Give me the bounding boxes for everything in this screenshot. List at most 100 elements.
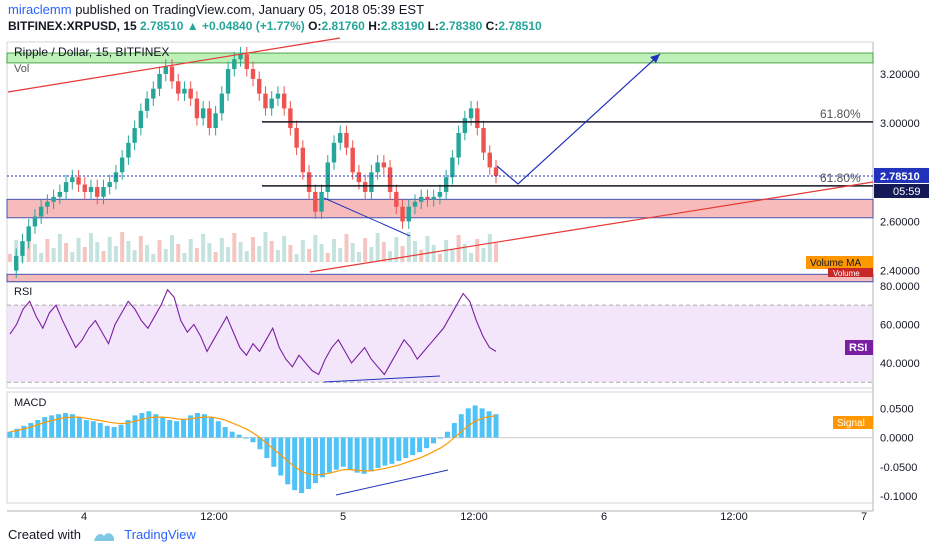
macd-histogram-bar bbox=[403, 437, 409, 459]
macd-histogram-bar bbox=[431, 437, 437, 444]
volume-bar bbox=[275, 250, 280, 262]
macd-histogram-bar bbox=[104, 425, 110, 438]
macd-histogram-bar bbox=[319, 437, 325, 478]
macd-histogram-bar bbox=[49, 415, 55, 438]
macd-histogram-bar bbox=[347, 437, 353, 470]
macd-histogram-bar bbox=[132, 415, 138, 438]
open-label: O: bbox=[308, 19, 322, 33]
candle-body bbox=[450, 157, 455, 178]
fib-label: 61.80% bbox=[820, 171, 861, 185]
macd-histogram-bar bbox=[222, 427, 228, 438]
volume-bar bbox=[394, 237, 399, 262]
volume-bar bbox=[319, 244, 324, 262]
high-value: 2.83190 bbox=[380, 19, 425, 33]
macd-histogram-bar bbox=[368, 437, 374, 472]
macd-histogram-bar bbox=[125, 420, 131, 438]
macd-histogram-bar bbox=[97, 422, 103, 438]
volume-bar bbox=[120, 232, 125, 262]
volume-bar bbox=[363, 238, 368, 262]
volume-bar bbox=[32, 244, 37, 262]
candle-body bbox=[356, 172, 362, 183]
volume-bar bbox=[419, 250, 424, 262]
candle-body bbox=[20, 241, 25, 256]
candle-body bbox=[394, 191, 399, 207]
candle-body bbox=[132, 128, 137, 143]
candle-body bbox=[126, 142, 131, 158]
countdown-badge-text: 05:59 bbox=[893, 186, 921, 198]
time-tick-label: 12:00 bbox=[720, 511, 748, 523]
macd-histogram-bar bbox=[215, 421, 221, 438]
volume-bar bbox=[95, 242, 100, 262]
macd-histogram-bar bbox=[236, 434, 242, 438]
volume-bar bbox=[89, 233, 93, 262]
candle-body bbox=[257, 78, 262, 94]
candle-body bbox=[188, 88, 193, 99]
candle-body bbox=[244, 54, 249, 70]
volume-bar bbox=[282, 236, 287, 262]
volume-bar bbox=[469, 253, 474, 262]
macd-histogram-bar bbox=[278, 437, 284, 476]
volume-bar bbox=[313, 235, 318, 262]
macd-histogram-bar bbox=[264, 437, 270, 459]
published-text: published on TradingView.com, January 05… bbox=[75, 2, 425, 17]
macd-tick-label: 0.0000 bbox=[880, 433, 914, 445]
zone-red-lower bbox=[6, 273, 874, 283]
volume-bar bbox=[350, 243, 355, 262]
volume-bar bbox=[226, 247, 231, 262]
rsi-badge-label: RSI bbox=[849, 342, 867, 354]
rsi-divergence-line bbox=[323, 375, 441, 383]
candle-body bbox=[213, 113, 218, 129]
tradingview-brand[interactable]: TradingView bbox=[124, 527, 196, 542]
volume-bar bbox=[138, 236, 143, 262]
rsi-tick-label: 80.0000 bbox=[880, 281, 920, 293]
volume-bar bbox=[51, 248, 56, 262]
macd-histogram-bar bbox=[229, 431, 235, 438]
tradingview-logo-icon bbox=[93, 532, 114, 541]
macd-histogram-bar bbox=[458, 414, 464, 438]
candle-body bbox=[45, 201, 50, 207]
macd-histogram-bar bbox=[42, 417, 48, 438]
candle-body bbox=[225, 69, 231, 94]
macd-tick-label: 0.0500 bbox=[880, 403, 914, 415]
candle-body bbox=[387, 167, 393, 192]
candle-body bbox=[281, 93, 287, 109]
macd-histogram-bar bbox=[111, 427, 117, 438]
candle-body bbox=[319, 191, 324, 212]
candle-body bbox=[57, 191, 63, 197]
macd-histogram-bar bbox=[208, 417, 214, 438]
candle-body bbox=[294, 128, 299, 148]
candle-body bbox=[475, 108, 480, 129]
author-link[interactable]: miraclemm bbox=[8, 2, 72, 17]
time-tick-label: 7 bbox=[861, 511, 867, 523]
candle-body bbox=[493, 167, 499, 176]
macd-histogram-bar bbox=[76, 417, 82, 438]
volume-bar bbox=[300, 240, 305, 262]
fib-label: 61.80% bbox=[820, 107, 861, 121]
volume-bar bbox=[188, 239, 193, 262]
candle-body bbox=[369, 172, 374, 192]
volume-bar bbox=[294, 254, 299, 262]
publish-header: miraclemm published on TradingView.com, … bbox=[8, 2, 424, 17]
macd-tick-label: -0.0500 bbox=[880, 462, 917, 474]
volume-bar bbox=[307, 249, 312, 262]
macd-histogram-bar bbox=[153, 414, 159, 438]
candle-body bbox=[468, 108, 474, 119]
candle-body bbox=[88, 187, 94, 192]
time-tick-label: 12:00 bbox=[460, 511, 488, 523]
volume-bar bbox=[437, 254, 442, 262]
candle-body bbox=[200, 108, 206, 119]
time-tick-label: 12:00 bbox=[200, 511, 228, 523]
volume-bar bbox=[176, 244, 181, 262]
volume-bar bbox=[406, 232, 411, 262]
volume-badge bbox=[828, 268, 873, 277]
macd-tick-label: -0.1000 bbox=[880, 491, 917, 503]
high-label: H: bbox=[368, 19, 381, 33]
candle-body bbox=[26, 226, 31, 242]
volume-bar bbox=[425, 236, 430, 262]
volume-bar bbox=[257, 246, 262, 262]
candle-body bbox=[288, 108, 293, 129]
trend-line-upper bbox=[7, 37, 341, 93]
volume-bar bbox=[487, 234, 492, 262]
volume-bar bbox=[232, 233, 237, 262]
